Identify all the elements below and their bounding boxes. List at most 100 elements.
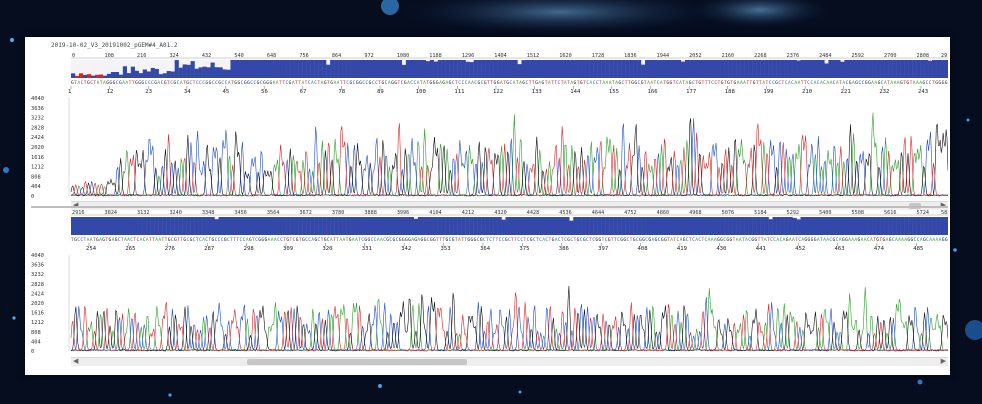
right-arrow-icon[interactable]: ▶ (940, 201, 946, 209)
base-call: A (814, 80, 817, 86)
base-call: T (804, 80, 807, 86)
base-call: G (429, 80, 432, 86)
quality-bar (397, 217, 403, 235)
base-call: A (740, 80, 743, 86)
base-call: T (532, 80, 535, 86)
scan-tick-label: 5184 (754, 210, 767, 216)
quality-bar (736, 217, 741, 235)
quality-bar (118, 74, 124, 78)
quality-bar (744, 60, 749, 78)
quality-bar (90, 217, 96, 235)
base-call: C (474, 80, 477, 86)
quality-bar (625, 60, 630, 78)
base-position-label: 56 (261, 89, 268, 95)
base-call: T (490, 80, 493, 86)
base-call: T (663, 80, 666, 86)
base-call: G (698, 80, 701, 86)
quality-bar (71, 217, 76, 235)
base-position-label: 1 (68, 89, 71, 95)
base-call: C (452, 80, 455, 86)
base-call: T (910, 80, 913, 86)
base-call: G (404, 80, 407, 86)
base-call: C (77, 237, 80, 243)
base-call: C (926, 237, 929, 243)
base-call: T (561, 237, 564, 243)
base-call: G (430, 237, 433, 243)
base-call: G (314, 237, 317, 243)
base-call: C (116, 80, 119, 86)
base-call: G (154, 80, 157, 86)
quality-bar (373, 60, 379, 78)
base-call: G (138, 80, 141, 86)
base-call: C (365, 80, 368, 86)
base-call: T (420, 80, 423, 86)
base-call: A (276, 80, 279, 86)
base-call: G (721, 80, 724, 86)
base-call: C (499, 237, 502, 243)
quality-bar (844, 60, 849, 78)
quality-bar (593, 217, 598, 235)
left-arrow-icon[interactable]: ◀ (73, 201, 79, 209)
quality-bar (692, 217, 698, 235)
base-call: C (558, 237, 561, 243)
base-call: T (718, 80, 721, 86)
quality-bar (214, 219, 219, 235)
base-position-label: 199 (763, 89, 773, 95)
quality-bar (836, 217, 841, 235)
quality-bar (130, 217, 135, 235)
base-call: G (845, 237, 848, 243)
quality-bar (82, 217, 88, 235)
quality-bar (740, 217, 745, 235)
base-position-label: 210 (802, 89, 812, 95)
base-position-label: 441 (756, 246, 766, 252)
quality-bar (589, 60, 594, 78)
quality-bar (314, 60, 319, 78)
quality-bar (764, 217, 769, 235)
base-call: C (862, 80, 865, 86)
base-call: A (439, 80, 442, 86)
trace-view-top[interactable]: 0 108 216 324 432 540 648 756 864 972 1080 1188 1296… (31, 50, 948, 200)
base-position-label: 155 (609, 89, 619, 95)
scan-tick-label: 2700 (884, 53, 897, 59)
base-call: T (682, 80, 685, 86)
quality-bar (672, 60, 678, 78)
scan-tick-label: 1080 (397, 53, 410, 59)
trace-view-bottom[interactable]: 2916 3024 3132 3240 3348 3456 3564 3672 3780 3888… (31, 207, 948, 355)
base-call: T (495, 237, 498, 243)
quality-bar (824, 63, 829, 78)
base-position-label: 320 (322, 246, 332, 252)
base-call: T (486, 237, 489, 243)
right-arrow-icon[interactable]: ▶ (940, 357, 946, 365)
quality-bar (816, 60, 821, 78)
base-call: A (932, 237, 935, 243)
base-call: A (745, 237, 748, 243)
quality-bar (625, 217, 630, 235)
base-call: C (308, 80, 311, 86)
base-call: T (283, 237, 286, 243)
scan-tick-label: 216 (137, 53, 146, 59)
quality-bar (680, 217, 686, 235)
base-call: T (644, 80, 647, 86)
base-call: G (234, 80, 237, 86)
quality-bar (298, 60, 303, 78)
quality-bar (202, 66, 207, 78)
quality-bar (784, 60, 789, 78)
horizontal-scrollbar-bottom[interactable]: ◀ ▶ (71, 357, 948, 366)
scrollbar-thumb-bottom[interactable] (247, 359, 468, 365)
base-call: G (808, 237, 811, 243)
scan-tick-label: 1188 (429, 53, 442, 59)
base-call: G (392, 237, 395, 243)
quality-bar (844, 217, 849, 235)
quality-bar (286, 217, 291, 235)
left-arrow-icon[interactable]: ◀ (73, 357, 79, 365)
base-call: C (305, 237, 308, 243)
base-call: A (919, 80, 922, 86)
quality-bar (362, 60, 367, 78)
base-call: C (929, 80, 932, 86)
quality-bar (525, 60, 530, 78)
base-call: G (661, 237, 664, 243)
quality-bar (912, 217, 917, 235)
base-call: T (279, 80, 282, 86)
base-call: G (263, 80, 266, 86)
quality-bar (884, 217, 889, 235)
